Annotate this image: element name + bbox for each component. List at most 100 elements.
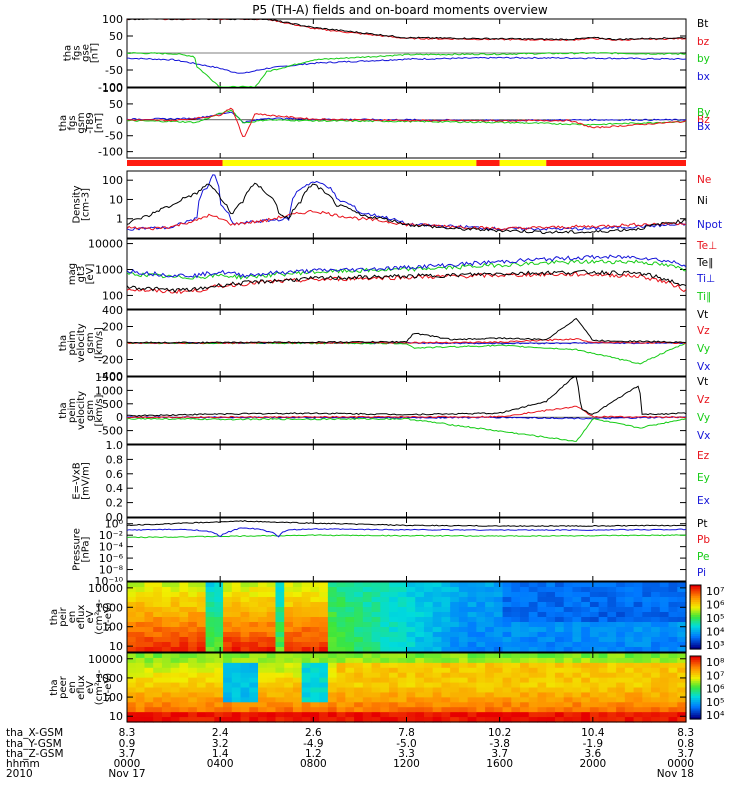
spectrogram-cell	[642, 607, 652, 613]
spectrogram-cell	[336, 677, 346, 684]
spectrogram-cell	[231, 702, 242, 708]
spectrogram-cell	[161, 632, 172, 638]
spectrogram-cell	[127, 632, 137, 638]
spectrogram-cell	[668, 647, 678, 653]
spectrogram-cell	[258, 697, 268, 703]
spectrogram-cell	[196, 582, 207, 588]
spectrogram-cell	[546, 632, 556, 638]
spectrogram-cell	[153, 692, 163, 698]
spectrogram-cell	[354, 612, 364, 618]
colorbar-swatch	[690, 597, 701, 601]
spectrogram-cell	[467, 622, 477, 628]
spectrogram-cell	[633, 597, 643, 603]
spectrogram-cell	[511, 597, 521, 603]
spectrogram-cell	[127, 672, 137, 679]
spectrogram-cell	[450, 667, 460, 674]
spectrogram-cell	[266, 697, 277, 703]
spectrogram-cell	[528, 592, 539, 598]
spectrogram-cell	[231, 667, 242, 674]
spectrogram-cell	[397, 667, 408, 674]
spectrogram-cell	[528, 682, 539, 689]
spectrogram-cell	[502, 582, 512, 588]
spectrogram-cell	[668, 682, 678, 689]
orbit-value: 0000	[114, 758, 141, 770]
spectrogram-cell	[249, 702, 259, 708]
spectrogram-cell	[240, 647, 250, 653]
spectrogram-cell	[520, 647, 530, 653]
spectrogram-cell	[301, 602, 312, 608]
spectrogram-cell	[546, 647, 556, 653]
spectrogram-cell	[380, 582, 390, 588]
spectrogram-cell	[598, 702, 608, 708]
spectrogram-cell	[554, 707, 565, 713]
spectrogram-cell	[502, 612, 512, 618]
spectrogram-cell	[319, 582, 329, 588]
spectrogram-cell	[406, 702, 416, 708]
spectrogram-cell	[511, 702, 521, 708]
spectrogram-cell	[467, 702, 477, 708]
spectrogram-cell	[371, 587, 381, 593]
spectrogram-cell	[240, 632, 250, 638]
spectrogram-cell	[616, 622, 626, 628]
spectrogram-cell	[354, 627, 364, 633]
spectrogram-cell	[493, 612, 504, 618]
spectrogram-cell	[624, 592, 635, 598]
spectrogram-cell	[554, 697, 565, 703]
spectrogram-cell	[607, 637, 617, 643]
region-segment	[127, 160, 223, 166]
spectrogram-cell	[502, 682, 512, 689]
spectrogram-cell	[633, 627, 643, 633]
spectrogram-cell	[362, 632, 373, 638]
spectrogram-cell	[432, 653, 443, 659]
spectrogram-cell	[275, 657, 285, 664]
spectrogram-cell	[677, 692, 687, 698]
spectrogram-cell	[310, 653, 320, 659]
spectrogram-cell	[546, 653, 556, 659]
spectrogram-cell	[161, 637, 172, 643]
spectrogram-cell	[354, 582, 364, 588]
spectrogram-cell	[179, 682, 189, 689]
spectrogram-cell	[170, 692, 180, 698]
spectrogram-cell	[127, 687, 137, 694]
spectrogram-cell	[520, 712, 530, 718]
spectrogram-cell	[450, 597, 460, 603]
spectrogram-cell	[205, 717, 215, 723]
spectrogram-cell	[458, 592, 469, 598]
colorbar-swatch	[690, 606, 701, 610]
spectrogram-eflux_elec	[127, 653, 687, 723]
spectrogram-cell	[240, 702, 250, 708]
spectrogram-cell	[231, 672, 242, 679]
legend-bz: bz	[697, 36, 710, 48]
spectrogram-cell	[153, 667, 163, 674]
spectrogram-cell	[467, 582, 477, 588]
spectrogram-cell	[161, 592, 172, 598]
spectrogram-cell	[563, 637, 574, 643]
spectrogram-cell	[345, 642, 355, 648]
spectrogram-cell	[345, 597, 355, 603]
spectrogram-cell	[135, 677, 146, 684]
spectrogram-cell	[563, 642, 574, 648]
spectrogram-cell	[327, 707, 338, 713]
spectrogram-cell	[589, 717, 600, 723]
spectrogram-cell	[275, 602, 285, 608]
spectrogram-cell	[423, 582, 434, 588]
spectrogram-cell	[170, 587, 180, 593]
spectrogram-cell	[292, 622, 303, 628]
spectrogram-cell	[406, 662, 416, 669]
spectrogram-cell	[301, 632, 312, 638]
y-tick-label: 1000	[95, 672, 123, 685]
spectrogram-cell	[397, 662, 408, 669]
spectrogram-cell	[188, 592, 198, 598]
spectrogram-cell	[179, 687, 189, 694]
spectrogram-cell	[397, 707, 408, 713]
spectrogram-cell	[528, 702, 539, 708]
spectrogram-cell	[476, 587, 486, 593]
colorbar-swatch	[690, 706, 701, 710]
spectrogram-cell	[423, 653, 434, 659]
spectrogram-cell	[581, 582, 591, 588]
spectrogram-cell	[554, 592, 565, 598]
spectrogram-cell	[389, 697, 399, 703]
spectrogram-cell	[327, 682, 338, 689]
series-Ne	[127, 209, 686, 231]
